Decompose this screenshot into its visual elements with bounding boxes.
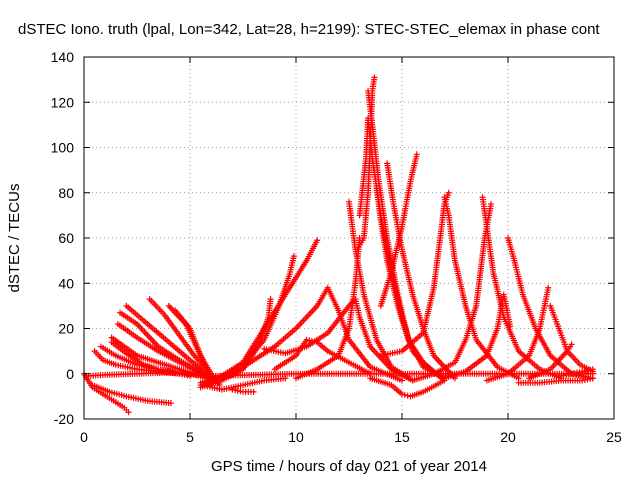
series-38 <box>526 341 575 382</box>
data-point <box>589 366 596 373</box>
x-tick-label: 15 <box>394 429 410 445</box>
y-tick-label: 100 <box>51 140 75 156</box>
data-point <box>445 189 452 196</box>
data-point <box>290 253 297 260</box>
data-point <box>167 400 174 407</box>
series-7 <box>123 302 215 382</box>
series-14 <box>229 386 257 395</box>
axis-ticks: 0 5 10 15 20 25 -20 0 20 40 60 80 100 120 140 <box>51 49 622 445</box>
series-3 <box>97 343 204 380</box>
series-16 <box>197 253 297 389</box>
data-point <box>371 74 378 81</box>
data-point <box>314 237 321 244</box>
data-point <box>399 391 405 398</box>
series-30 <box>377 189 452 359</box>
y-tick-label: 120 <box>51 94 75 110</box>
x-tick-label: 20 <box>500 429 516 445</box>
data-point <box>507 323 514 330</box>
x-axis-label: GPS time / hours of day 021 of year 2014 <box>211 458 487 475</box>
data-point <box>413 151 420 158</box>
series-39 <box>515 375 596 386</box>
data-marks <box>81 74 596 416</box>
series-17 <box>197 237 321 386</box>
data-point <box>282 375 289 382</box>
series-29 <box>367 375 448 400</box>
data-point <box>399 377 405 384</box>
series-13 <box>199 375 289 393</box>
y-tick-label: 80 <box>58 185 74 201</box>
series-21 <box>271 336 374 377</box>
series-1 <box>89 382 174 407</box>
y-tick-label: -20 <box>54 411 74 427</box>
series-4 <box>108 334 215 384</box>
data-point <box>545 284 552 291</box>
series-18 <box>208 284 405 384</box>
data-point <box>401 391 408 398</box>
y-tick-label: 20 <box>58 321 74 337</box>
x-tick-label: 5 <box>186 429 194 445</box>
series-28 <box>377 151 420 309</box>
y-tick-label: 140 <box>51 49 75 65</box>
data-point <box>250 388 257 395</box>
y-axis-label: dSTEC / TECUs <box>6 184 23 293</box>
series-20 <box>293 235 363 382</box>
series-33 <box>479 194 564 382</box>
data-point <box>488 201 495 208</box>
x-tick-label: 25 <box>606 429 622 445</box>
data-point <box>125 409 132 416</box>
data-point <box>568 341 575 348</box>
series-27 <box>384 160 458 382</box>
series-36 <box>483 284 552 384</box>
series-11 <box>108 339 172 375</box>
x-tick-label: 0 <box>80 429 88 445</box>
series-34 <box>441 291 514 382</box>
y-tick-label: 40 <box>58 275 74 291</box>
x-tick-label: 10 <box>288 429 304 445</box>
data-point <box>589 375 596 382</box>
series-31 <box>441 194 522 382</box>
series-40 <box>558 366 596 380</box>
y-tick-label: 0 <box>66 366 74 382</box>
y-tick-label: 60 <box>58 230 74 246</box>
data-point <box>267 296 274 303</box>
chart-title: dSTEC Iono. truth (lpal, Lon=342, Lat=28… <box>18 21 600 38</box>
